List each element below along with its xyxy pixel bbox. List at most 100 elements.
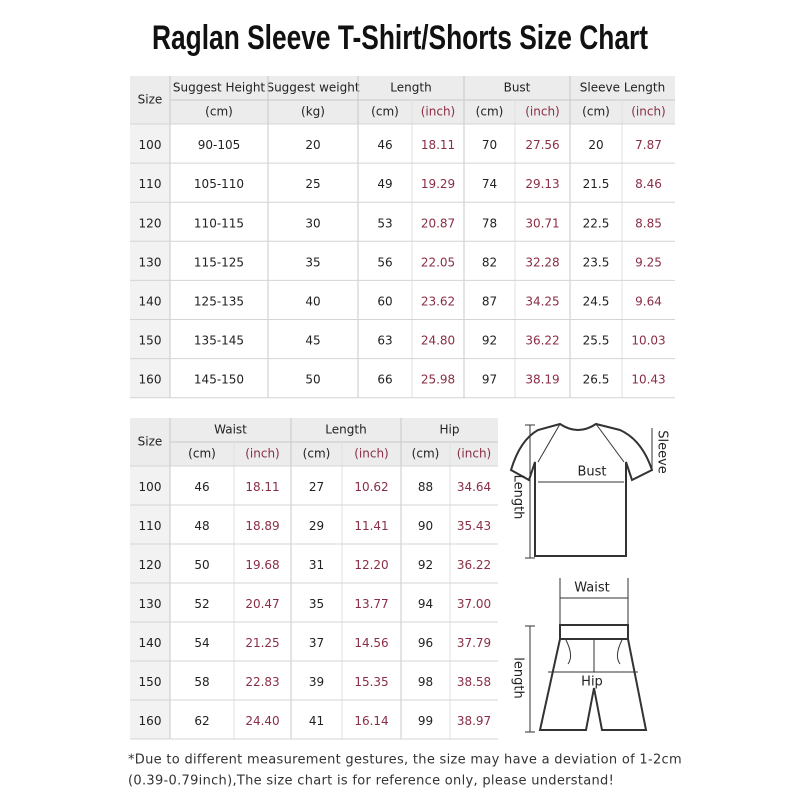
data-cell: 140 bbox=[139, 294, 162, 308]
data-cell: 90 bbox=[418, 519, 433, 533]
data-cell: 110 bbox=[139, 519, 162, 533]
unit-cell: (cm) bbox=[412, 447, 440, 461]
header-cell: Length bbox=[390, 81, 431, 95]
data-cell: 160 bbox=[139, 714, 162, 728]
data-cell: 35 bbox=[309, 597, 324, 611]
data-cell: 115-125 bbox=[194, 255, 244, 269]
data-cell: 140 bbox=[139, 636, 162, 650]
raglan-seam bbox=[537, 423, 625, 463]
shorts-outline bbox=[538, 638, 648, 731]
data-cell: 160 bbox=[139, 373, 162, 387]
data-cell: 7.87 bbox=[635, 138, 662, 152]
data-cell: 12.20 bbox=[354, 558, 388, 572]
data-cell: 30 bbox=[305, 216, 320, 230]
shorts-pockets bbox=[565, 639, 623, 672]
data-cell: 29.13 bbox=[525, 177, 559, 191]
data-cell: 50 bbox=[194, 558, 209, 572]
data-cell: 14.56 bbox=[354, 636, 388, 650]
unit-cell: (kg) bbox=[301, 105, 325, 119]
data-cell: 8.85 bbox=[635, 216, 662, 230]
data-cell: 16.14 bbox=[354, 714, 388, 728]
header-cell: Length bbox=[325, 423, 366, 437]
data-cell: 46 bbox=[377, 138, 392, 152]
size-col-bg bbox=[130, 124, 170, 398]
data-cell: 58 bbox=[194, 675, 209, 689]
data-cell: 30.71 bbox=[525, 216, 559, 230]
data-cell: 15.35 bbox=[354, 675, 388, 689]
data-cell: 56 bbox=[377, 255, 392, 269]
data-cell: 87 bbox=[482, 294, 497, 308]
data-cell: 25.98 bbox=[421, 373, 455, 387]
data-cell: 19.29 bbox=[421, 177, 455, 191]
data-cell: 27 bbox=[309, 480, 324, 494]
data-cell: 35 bbox=[305, 255, 320, 269]
data-cell: 120 bbox=[139, 558, 162, 572]
unit-cell: (cm) bbox=[582, 105, 610, 119]
data-cell: 21.5 bbox=[583, 177, 610, 191]
data-cell: 120 bbox=[139, 216, 162, 230]
unit-cell: (cm) bbox=[476, 105, 504, 119]
data-cell: 99 bbox=[418, 714, 433, 728]
data-cell: 70 bbox=[482, 138, 497, 152]
data-cell: 23.62 bbox=[421, 294, 455, 308]
data-cell: 150 bbox=[139, 675, 162, 689]
unit-cell: (cm) bbox=[188, 447, 216, 461]
data-cell: 62 bbox=[194, 714, 209, 728]
data-cell: 13.77 bbox=[354, 597, 388, 611]
data-cell: 37 bbox=[309, 636, 324, 650]
footnote-line: *Due to different measurement gestures, … bbox=[128, 753, 682, 768]
data-cell: 25.5 bbox=[583, 334, 610, 348]
unit-cell: (cm) bbox=[371, 105, 399, 119]
data-cell: 24.80 bbox=[421, 334, 455, 348]
unit-cell: (inch) bbox=[457, 447, 492, 461]
data-cell: 37.00 bbox=[457, 597, 491, 611]
data-cell: 20.47 bbox=[245, 597, 279, 611]
data-cell: 63 bbox=[377, 334, 392, 348]
data-cell: 92 bbox=[482, 334, 497, 348]
size-col-bg bbox=[130, 466, 170, 739]
unit-cell: (cm) bbox=[205, 105, 233, 119]
data-cell: 25 bbox=[305, 177, 320, 191]
data-cell: 18.89 bbox=[245, 519, 279, 533]
unit-cell: (inch) bbox=[525, 105, 560, 119]
hip-label: Hip bbox=[581, 675, 603, 690]
data-cell: 10.03 bbox=[631, 334, 665, 348]
header-cell: Sleeve Length bbox=[580, 81, 665, 95]
data-cell: 31 bbox=[309, 558, 324, 572]
data-cell: 36.22 bbox=[457, 558, 491, 572]
data-cell: 37.79 bbox=[457, 636, 491, 650]
unit-cell: (inch) bbox=[354, 447, 389, 461]
data-cell: 92 bbox=[418, 558, 433, 572]
data-cell: 130 bbox=[139, 597, 162, 611]
data-cell: 11.41 bbox=[354, 519, 388, 533]
shorts-length-label: length bbox=[511, 657, 526, 698]
data-cell: 27.56 bbox=[525, 138, 559, 152]
data-cell: 150 bbox=[139, 334, 162, 348]
data-cell: 94 bbox=[418, 597, 433, 611]
header-cell: Waist bbox=[214, 423, 247, 437]
data-cell: 145-150 bbox=[194, 373, 244, 387]
data-cell: 24.5 bbox=[583, 294, 610, 308]
data-cell: 39 bbox=[309, 675, 324, 689]
unit-cell: (inch) bbox=[245, 447, 280, 461]
data-cell: 88 bbox=[418, 480, 433, 494]
data-cell: 78 bbox=[482, 216, 497, 230]
data-cell: 23.5 bbox=[583, 255, 610, 269]
shirt-length-label: Length bbox=[511, 475, 526, 520]
data-cell: 110 bbox=[139, 177, 162, 191]
waist-label: Waist bbox=[574, 581, 609, 596]
data-cell: 41 bbox=[309, 714, 324, 728]
shirt-outline bbox=[509, 422, 654, 557]
data-cell: 97 bbox=[482, 373, 497, 387]
data-cell: 90-105 bbox=[198, 138, 241, 152]
sleeve-label: Sleeve bbox=[655, 430, 670, 474]
unit-cell: (cm) bbox=[303, 447, 331, 461]
data-cell: 24.40 bbox=[245, 714, 279, 728]
data-cell: 125-135 bbox=[194, 294, 244, 308]
data-cell: 38.58 bbox=[457, 675, 491, 689]
data-cell: 46 bbox=[194, 480, 209, 494]
header-cell: Hip bbox=[440, 423, 460, 437]
data-cell: 22.5 bbox=[583, 216, 610, 230]
